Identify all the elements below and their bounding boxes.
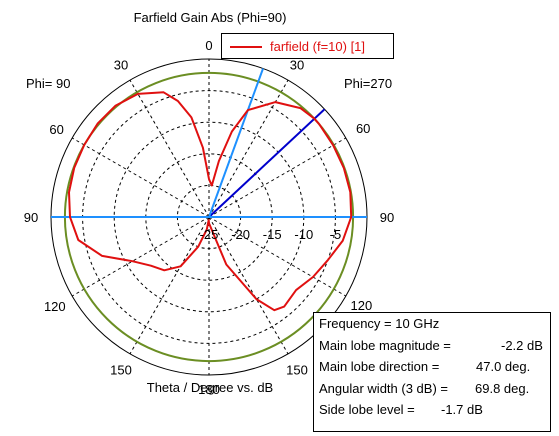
radial-tick-label: -25 [200, 227, 219, 242]
info-label: Main lobe magnitude = [319, 337, 451, 353]
series-line [68, 91, 353, 312]
info-value: -2.2 dB [501, 337, 543, 353]
radial-tick-label: -5 [330, 227, 342, 242]
grid-spoke [208, 216, 289, 355]
info-row-side-lobe-level: Side lobe level = -1.7 dB [319, 402, 550, 424]
lobe-markers [51, 68, 367, 218]
info-row-angular-width: Angular width (3 dB) = 69.8 deg. [319, 381, 550, 403]
info-label: Angular width (3 dB) = [319, 380, 448, 396]
legend-swatch [230, 46, 262, 48]
angle-tick-label: 90 [380, 210, 394, 225]
grid-spoke [71, 216, 210, 297]
grid-spoke [129, 79, 210, 218]
info-value: -1.7 dB [441, 402, 483, 417]
angle-tick-label: 180 [198, 382, 220, 397]
info-row-frequency: Frequency = 10 GHz [319, 316, 550, 338]
legend-label: farfield (f=10) [1] [270, 39, 366, 54]
radial-tick-label: -10 [294, 227, 313, 242]
info-value: 47.0 deg. [476, 359, 531, 374]
grid-spoke [208, 137, 347, 218]
main-lobe-direction-line [208, 108, 326, 218]
grid-spoke [129, 216, 210, 355]
grid-spoke [208, 79, 289, 218]
info-box: Frequency = 10 GHz Main lobe magnitude =… [313, 312, 551, 432]
info-label: Main lobe direction = [319, 359, 440, 374]
info-label: Frequency = 10 GHz [319, 316, 440, 331]
legend: farfield (f=10) [1] [221, 33, 394, 59]
angle-tick-label: 60 [356, 121, 370, 136]
angle-tick-label: 0 [205, 38, 212, 53]
radial-tick-label: -20 [231, 227, 250, 242]
info-row-main-lobe-magnitude: Main lobe magnitude = -2.2 dB [319, 338, 550, 360]
angle-tick-label: 120 [351, 298, 373, 313]
grid-spoke [208, 216, 347, 297]
angle-tick-label: 90 [24, 210, 38, 225]
x-axis-label: Theta / Degree vs. dB [147, 380, 273, 395]
angle-tick-label: 150 [110, 362, 132, 377]
radial-tick-label: -15 [263, 227, 282, 242]
angle-tick-label: 120 [44, 299, 66, 314]
grid-spoke [71, 137, 210, 218]
angle-tick-label: 150 [286, 362, 308, 377]
beamwidth-edge-2-line [208, 68, 264, 218]
angle-tick-label: 30 [114, 58, 128, 73]
angle-tick-label: 30 [290, 58, 304, 73]
tick-labels: 0 30 60 90 120 150 180 150 120 90 60 30 -25 -20 -15 -10… [24, 38, 394, 397]
info-row-main-lobe-direction: Main lobe direction = 47.0 deg. [319, 359, 550, 381]
chart-title: Farfield Gain Abs (Phi=90) [134, 10, 287, 25]
info-label: Side lobe level = [319, 402, 415, 417]
series-group [68, 91, 353, 312]
angle-tick-label: 60 [49, 122, 63, 137]
right-phi-label: Phi=270 [344, 76, 392, 91]
left-phi-label: Phi= 90 [26, 76, 70, 91]
info-value: 69.8 deg. [475, 380, 530, 396]
